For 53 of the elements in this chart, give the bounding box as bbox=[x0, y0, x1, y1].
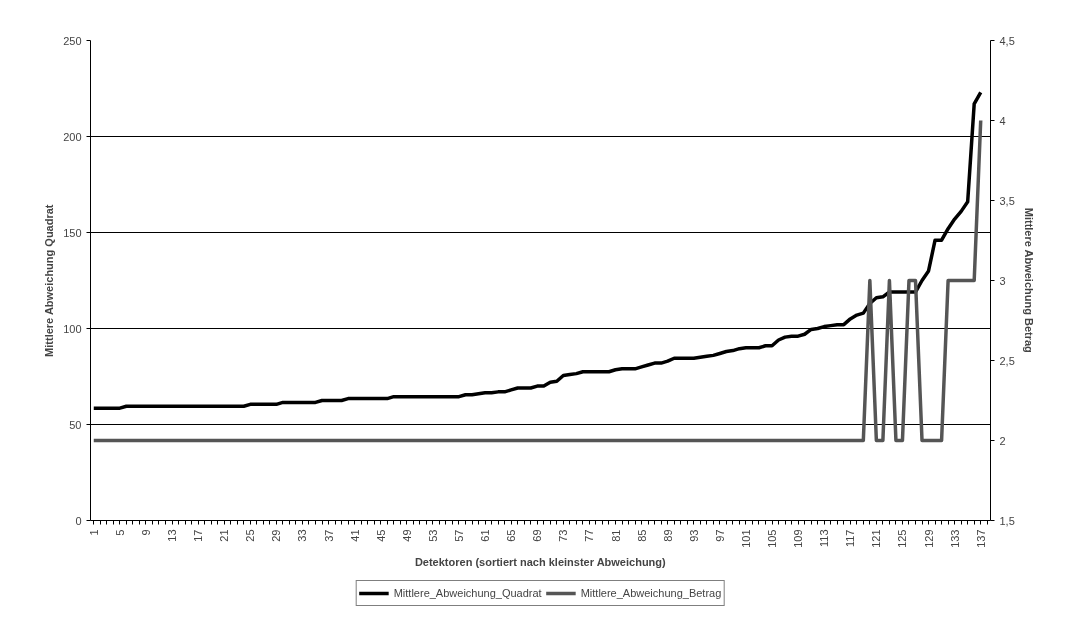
y2-tick-label: 3,5 bbox=[999, 194, 1015, 207]
x-tick-label: 5 bbox=[113, 529, 126, 536]
x-tick-label: 97 bbox=[713, 529, 726, 542]
x-tick-label: 101 bbox=[739, 529, 752, 548]
x-tick-label: 65 bbox=[505, 529, 518, 542]
y-axis-title: Mittlere Abweichung Quadrat bbox=[43, 204, 56, 357]
y2-tick-label: 4,5 bbox=[999, 34, 1015, 47]
y-tick-label: 250 bbox=[63, 34, 82, 47]
y2-tick-label: 4 bbox=[999, 114, 1006, 127]
y2-tick-label: 2,5 bbox=[999, 354, 1015, 367]
x-tick-label: 49 bbox=[400, 529, 413, 542]
y2-tick-label: 2 bbox=[999, 434, 1006, 447]
y-tick-label: 50 bbox=[69, 418, 82, 431]
legend-label: Mittlere_Abweichung_Betrag bbox=[580, 586, 722, 599]
legend-label: Mittlere_Abweichung_Quadrat bbox=[393, 586, 542, 599]
x-tick-label: 53 bbox=[426, 529, 439, 542]
x-tick-label: 117 bbox=[844, 529, 857, 548]
x-tick-label: 125 bbox=[896, 529, 909, 548]
x-tick-label: 69 bbox=[531, 529, 544, 542]
x-tick-label: 105 bbox=[766, 529, 779, 548]
x-tick-label: 121 bbox=[870, 529, 883, 548]
x-tick-label: 61 bbox=[479, 529, 492, 542]
x-tick-label: 17 bbox=[192, 529, 205, 542]
y2-tick-label: 3 bbox=[999, 274, 1006, 287]
x-axis-title: Detektoren (sortiert nach kleinster Abweichung) bbox=[414, 555, 667, 568]
x-tick-label: 133 bbox=[948, 529, 961, 548]
x-tick-label: 81 bbox=[609, 529, 622, 542]
y-tick-label: 200 bbox=[63, 130, 82, 143]
x-tick-label: 41 bbox=[348, 529, 361, 542]
x-tick-label: 13 bbox=[166, 529, 179, 542]
x-tick-label: 9 bbox=[139, 529, 152, 536]
y-tick-label: 150 bbox=[63, 226, 82, 239]
y2-axis-title: Mittlere Abweichung Betrag bbox=[1022, 207, 1035, 353]
x-tick-label: 109 bbox=[792, 529, 805, 548]
x-tick-label: 1 bbox=[87, 529, 100, 536]
x-tick-label: 45 bbox=[374, 529, 387, 542]
x-tick-label: 33 bbox=[296, 529, 309, 542]
x-tick-label: 29 bbox=[270, 529, 283, 542]
y-tick-label: 100 bbox=[63, 322, 82, 335]
x-tick-label: 113 bbox=[818, 529, 831, 548]
x-tick-label: 137 bbox=[974, 529, 987, 548]
x-tick-label: 21 bbox=[218, 529, 231, 542]
x-tick-label: 37 bbox=[322, 529, 335, 542]
x-tick-label: 85 bbox=[635, 529, 648, 542]
x-tick-label: 89 bbox=[661, 529, 674, 542]
x-tick-label: 25 bbox=[244, 529, 257, 542]
x-tick-label: 57 bbox=[452, 529, 465, 542]
x-tick-label: 129 bbox=[922, 529, 935, 548]
y-tick-label: 0 bbox=[75, 514, 82, 527]
y2-tick-label: 1,5 bbox=[999, 514, 1015, 527]
x-tick-label: 93 bbox=[687, 529, 700, 542]
x-tick-label: 77 bbox=[583, 529, 596, 542]
x-tick-label: 73 bbox=[557, 529, 570, 542]
